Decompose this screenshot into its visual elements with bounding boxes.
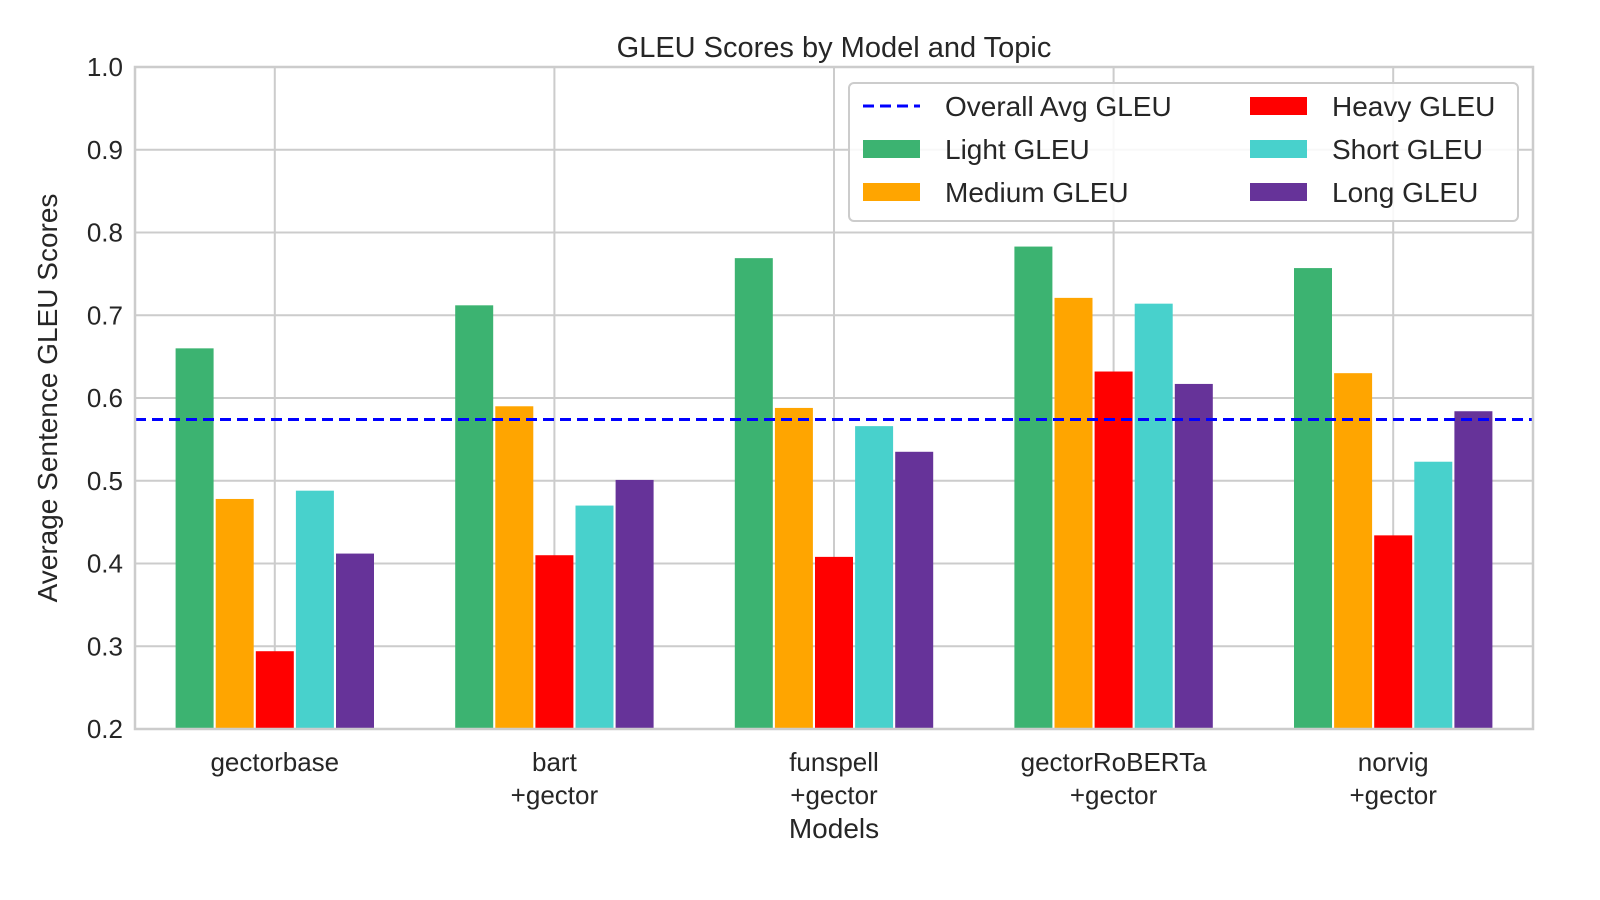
plot-border: [133, 65, 1535, 731]
legend-label: Heavy GLEU: [1332, 91, 1495, 122]
x-tick-label: gectorRoBERTa: [1021, 747, 1207, 777]
legend-label: Medium GLEU: [945, 177, 1129, 208]
x-tick-label: bart: [532, 747, 578, 777]
bar-long-gleu: [615, 479, 654, 729]
bar-short-gleu: [575, 505, 614, 729]
x-axis-title: Models: [789, 813, 879, 844]
bar-long-gleu: [336, 553, 374, 729]
bar-medium-gleu: [1334, 373, 1373, 729]
y-axis-title: Average Sentence GLEU Scores: [32, 194, 63, 603]
bar-heavy-gleu: [815, 556, 853, 729]
y-tick-label: 0.8: [87, 218, 123, 248]
x-tick-label: norvig: [1358, 747, 1429, 777]
x-tick-label: +gector: [511, 780, 599, 810]
x-tick-label: gectorbase: [210, 747, 339, 777]
y-tick-label: 0.3: [87, 631, 123, 661]
bar-heavy-gleu: [1374, 535, 1413, 729]
bar-short-gleu: [855, 426, 894, 729]
legend-label: Overall Avg GLEU: [945, 91, 1172, 122]
bar-long-gleu: [1174, 383, 1213, 729]
bar-medium-gleu: [1054, 297, 1093, 729]
bar-short-gleu: [1414, 461, 1453, 729]
legend-color-swatch: [1250, 183, 1307, 201]
legend-label: Light GLEU: [945, 134, 1090, 165]
y-tick-label: 0.6: [87, 383, 123, 413]
legend-label: Short GLEU: [1332, 134, 1483, 165]
bar-medium-gleu: [774, 407, 813, 729]
legend-label: Long GLEU: [1332, 177, 1478, 208]
y-tick-label: 0.7: [87, 300, 123, 330]
bar-heavy-gleu: [535, 555, 574, 729]
x-tick-label: +gector: [1349, 780, 1437, 810]
bar-light-gleu: [455, 305, 494, 729]
legend-box: [848, 82, 1519, 222]
y-tick-label: 0.4: [87, 549, 123, 579]
legend-color-swatch: [863, 183, 920, 201]
x-tick-label: +gector: [790, 780, 878, 810]
bar-short-gleu: [1134, 303, 1173, 729]
y-tick-label: 0.9: [87, 135, 123, 165]
bar-medium-gleu: [215, 498, 254, 729]
bar-heavy-gleu: [255, 651, 294, 729]
bar-short-gleu: [295, 490, 334, 729]
legend-color-swatch: [863, 140, 920, 158]
legend-color-swatch: [1250, 140, 1307, 158]
y-tick-label: 0.5: [87, 466, 123, 496]
bar-long-gleu: [895, 451, 934, 729]
y-tick-label: 1.0: [87, 52, 123, 82]
legend-color-swatch: [1250, 97, 1307, 115]
bar-long-gleu: [1454, 411, 1493, 729]
x-tick-label: +gector: [1070, 780, 1158, 810]
x-tick-label: funspell: [789, 747, 879, 777]
bar-light-gleu: [734, 258, 773, 729]
bar-light-gleu: [1294, 268, 1332, 729]
bar-medium-gleu: [495, 406, 534, 729]
bar-light-gleu: [1014, 246, 1053, 729]
bar-heavy-gleu: [1094, 371, 1133, 729]
y-tick-label: 0.2: [87, 714, 123, 744]
bar-light-gleu: [175, 348, 214, 729]
chart-title: GLEU Scores by Model and Topic: [617, 32, 1052, 64]
